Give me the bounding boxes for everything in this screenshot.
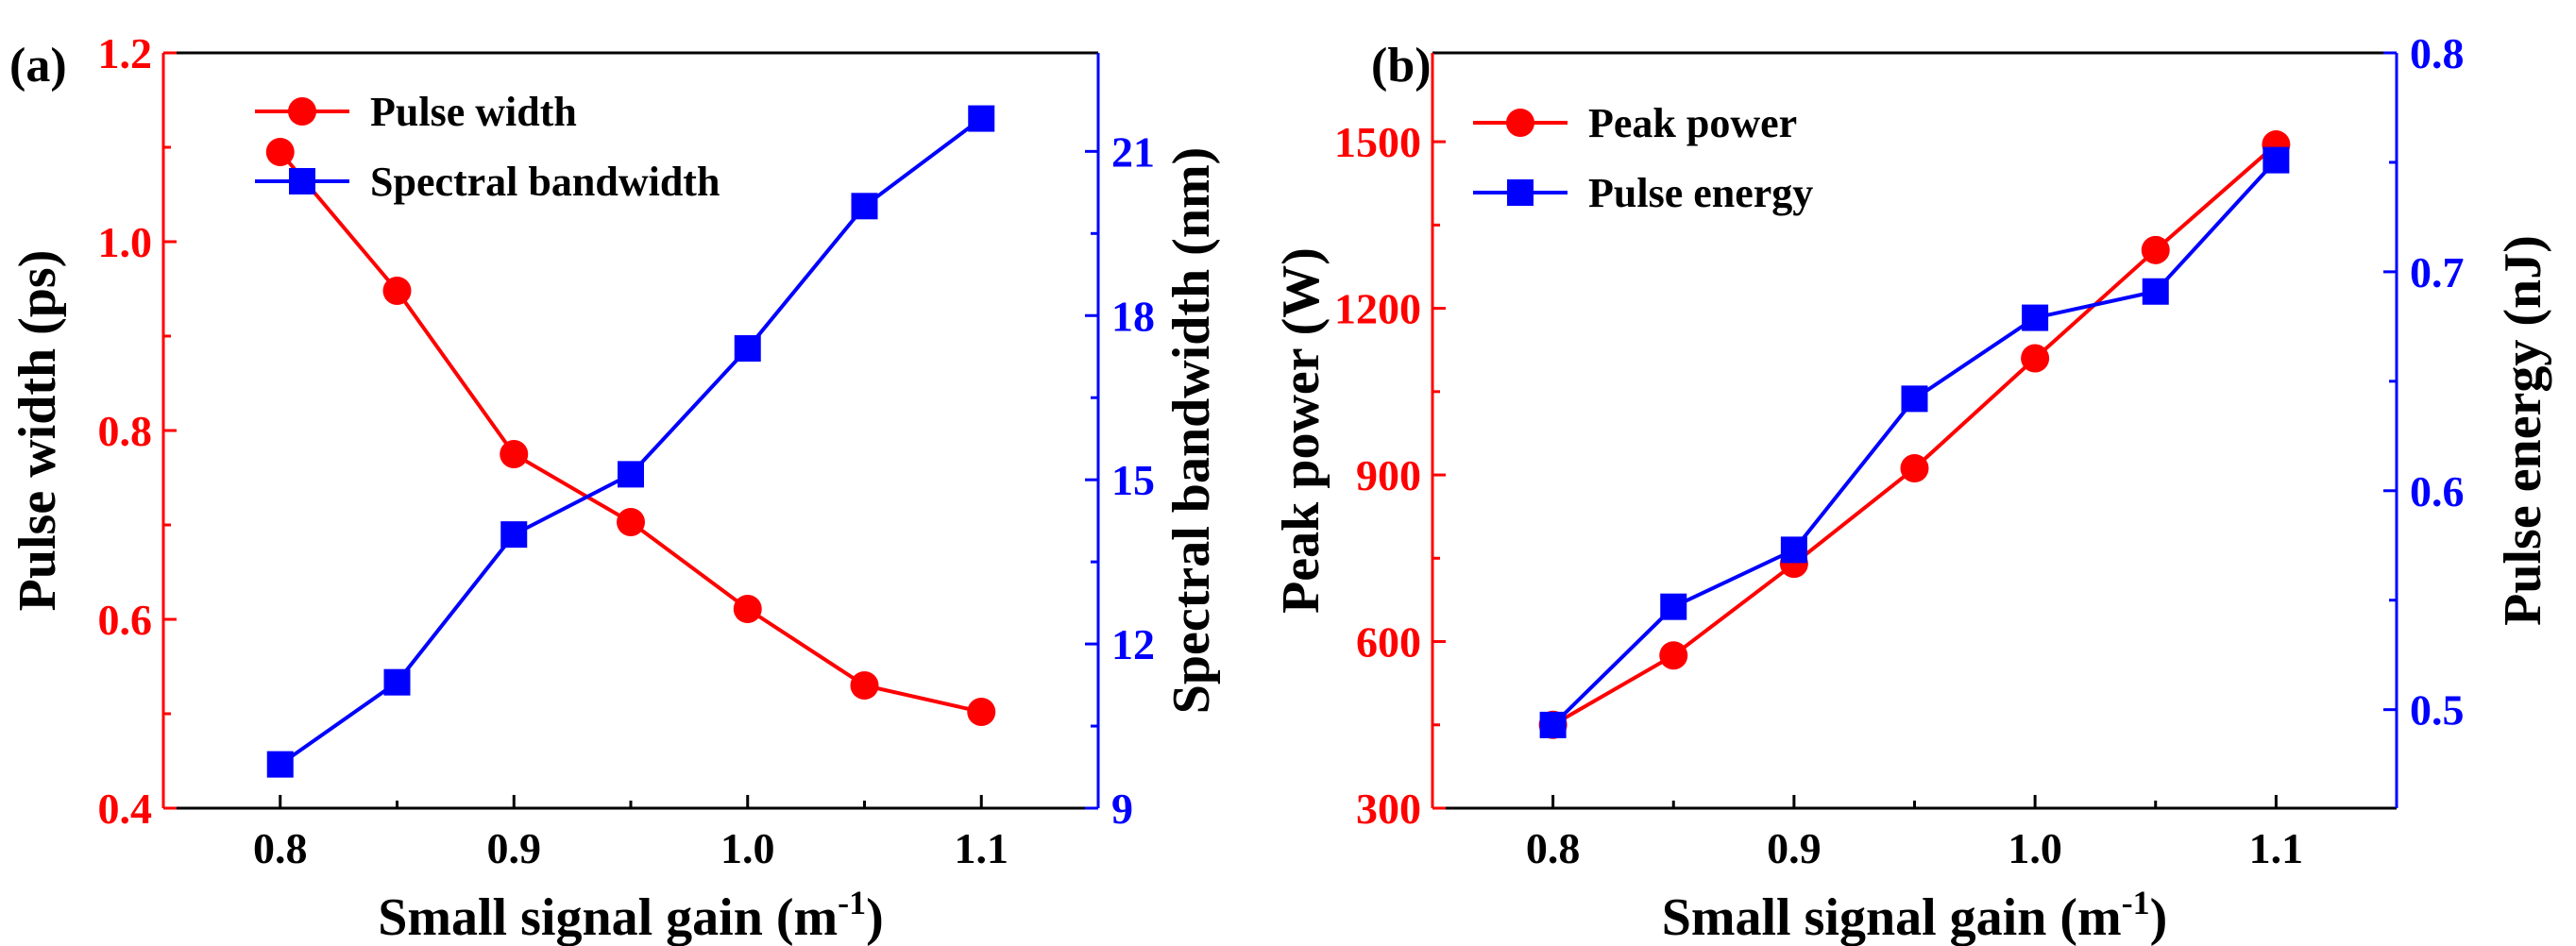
right-tick-label: 12 (1111, 620, 1155, 668)
data-point (617, 508, 645, 536)
legend-marker (289, 168, 315, 194)
data-point (2262, 146, 2290, 174)
x-axis-title-sup: -1 (2122, 884, 2150, 921)
data-point (2021, 344, 2050, 373)
left-axis-title: Pulse width (ps) (8, 250, 67, 612)
left-tick-label: 1200 (1334, 285, 1421, 333)
data-point (266, 751, 294, 778)
data-point (968, 105, 995, 132)
x-axis-title-main: Small signal gain (m (378, 888, 838, 946)
left-tick-label: 1.0 (98, 218, 153, 266)
data-point (2142, 278, 2169, 305)
data-point (500, 521, 528, 549)
data-point (1539, 711, 1567, 738)
legend-label: Pulse width (370, 89, 577, 135)
legend-marker (1506, 109, 1534, 137)
panel-b: 0.8 0.9 1.0 1.1 300 600 900 1200 1500 0.5 0.6 0.7 0.… (1272, 29, 2552, 946)
x-tick-label: 1.1 (2249, 824, 2304, 872)
x-tick-label: 1.0 (2008, 824, 2062, 872)
left-axis-title: Peak power (W) (1272, 247, 1330, 614)
data-point (1900, 454, 1929, 482)
x-tick-label: 0.8 (1526, 824, 1581, 872)
panel-label: (a) (9, 39, 67, 93)
data-point (1660, 593, 1687, 620)
legend-marker (1507, 179, 1534, 206)
x-axis-title: Small signal gain (m-1) (1662, 884, 2168, 946)
left-tick-label: 300 (1356, 785, 1421, 833)
x-axis-title-tail: ) (2150, 888, 2168, 946)
data-point (500, 440, 529, 468)
data-point (382, 277, 412, 305)
series-line-0 (279, 150, 982, 714)
left-tick-label: 1.2 (98, 29, 153, 77)
x-tick-label: 0.8 (253, 824, 308, 872)
legend-label: Spectral bandwidth (370, 159, 720, 205)
right-tick-label: 21 (1111, 127, 1155, 176)
data-point (734, 335, 761, 363)
series-line-0 (1551, 143, 2278, 727)
data-point (2141, 235, 2170, 264)
x-tick-label: 1.1 (955, 824, 1009, 872)
left-tick-label: 900 (1356, 451, 1421, 499)
x-axis-title-sup: -1 (838, 884, 866, 921)
right-tick-label: 0.6 (2410, 467, 2465, 515)
data-point (2022, 304, 2049, 331)
left-tick-label: 0.4 (98, 785, 153, 833)
legend-label: Peak power (1588, 100, 1797, 146)
data-point (618, 461, 644, 488)
x-tick-label: 0.9 (487, 824, 542, 872)
left-tick-label: 1500 (1334, 118, 1421, 166)
x-axis-title: Small signal gain (m-1) (378, 884, 884, 946)
data-point (265, 138, 295, 166)
left-tick-label: 600 (1356, 618, 1421, 667)
right-axis-title: Spectral bandwidth (nm) (1162, 147, 1221, 715)
left-tick-label: 0.6 (98, 596, 153, 644)
data-point (967, 698, 996, 726)
right-tick-label: 0.8 (2410, 29, 2465, 77)
x-tick-label: 1.0 (720, 824, 775, 872)
data-point (1901, 385, 1928, 413)
panel-label: (b) (1371, 39, 1432, 93)
right-tick-label: 18 (1111, 292, 1155, 340)
panel-a: 0.8 0.9 1.0 1.1 0.4 0.6 0.8 1.0 1.2 9 12 15 18 21 (a) S… (8, 29, 1221, 946)
x-tick-label: 0.9 (1767, 824, 1822, 872)
legend-label: Pulse energy (1588, 170, 1813, 216)
data-point (383, 668, 411, 696)
right-tick-label: 9 (1111, 785, 1133, 833)
right-axis-title: Pulse energy (nJ) (2494, 235, 2552, 626)
right-tick-label: 0.7 (2410, 248, 2465, 296)
data-point (851, 193, 878, 220)
data-point (733, 595, 762, 623)
data-point (1659, 641, 1688, 670)
right-tick-label: 15 (1111, 456, 1155, 504)
left-tick-label: 0.8 (98, 407, 153, 455)
data-point (850, 671, 879, 700)
x-axis-title-tail: ) (866, 888, 884, 946)
legend-marker (288, 97, 316, 126)
x-axis-title-main: Small signal gain (m (1662, 888, 2122, 946)
right-tick-label: 0.5 (2410, 686, 2465, 735)
data-point (1780, 536, 1807, 564)
